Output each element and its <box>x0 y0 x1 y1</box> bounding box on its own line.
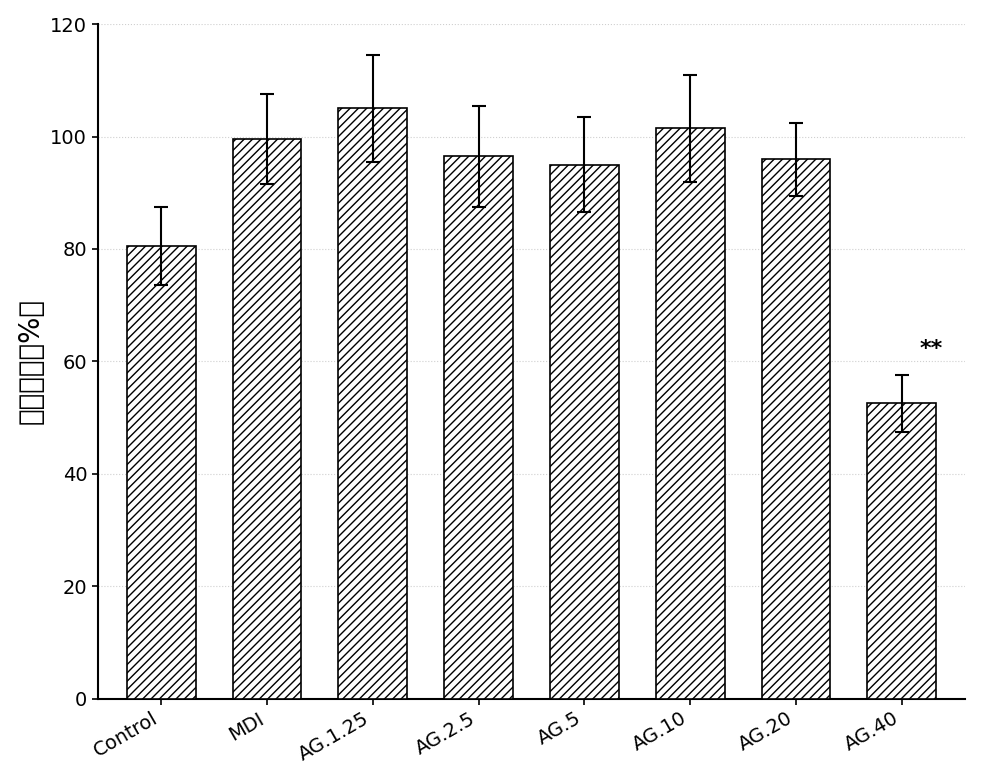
Bar <box>656 128 725 698</box>
Bar <box>233 139 301 698</box>
Bar <box>762 159 831 698</box>
Bar <box>444 156 513 698</box>
Bar <box>127 246 195 698</box>
Bar <box>339 109 408 698</box>
Text: **: ** <box>920 338 943 358</box>
Y-axis label: 细胞活力（%）: 细胞活力（%） <box>17 298 44 424</box>
Bar <box>550 165 619 698</box>
Bar <box>867 404 936 698</box>
